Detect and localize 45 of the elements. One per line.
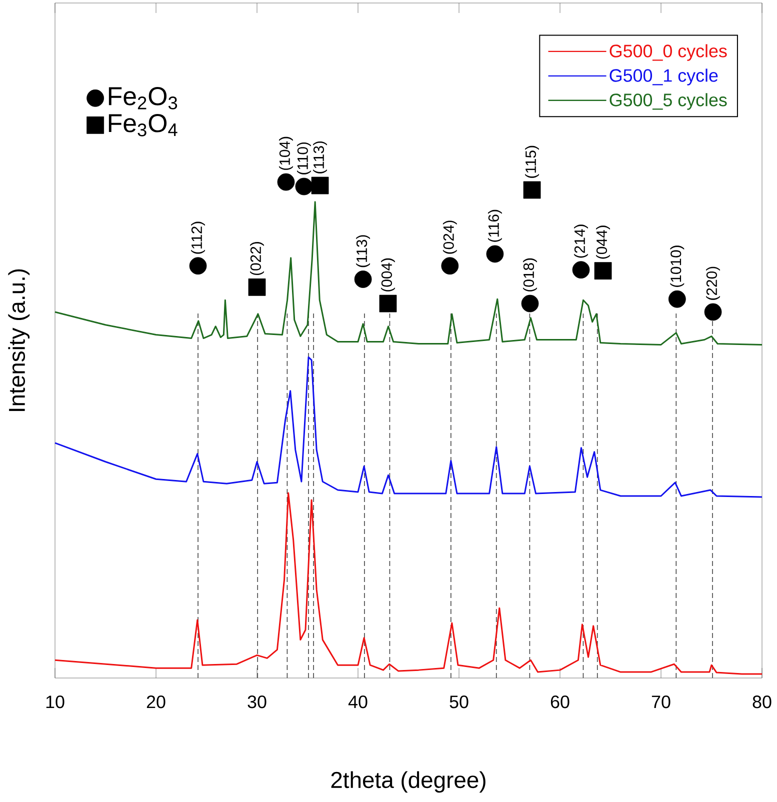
legend-label: Fe$_{3}$O$_{4}$ — [108, 114, 178, 136]
annotation: (115) — [525, 146, 539, 178]
annotation: (110) — [297, 142, 311, 174]
annotation: (113) — [356, 235, 370, 268]
point — [594, 262, 612, 280]
point — [441, 257, 459, 275]
x-tick-label: 50 — [450, 696, 468, 708]
point — [523, 181, 541, 199]
x-tick-label: 60 — [550, 696, 570, 708]
x-tick-label: 20 — [146, 696, 166, 708]
x-tick-label: 10 — [46, 696, 64, 708]
x-tick-label: 80 — [752, 696, 772, 708]
annotation: (116) — [488, 210, 502, 242]
annotation: (1010) — [670, 246, 684, 287]
point — [295, 178, 313, 196]
annotation: (022) — [250, 242, 264, 276]
point — [248, 278, 266, 296]
annotation: (220) — [706, 266, 720, 300]
x-tick-label: 70 — [652, 696, 670, 708]
legend-label: G500_5 cycles — [610, 93, 727, 110]
x-tick-label: 30 — [248, 696, 266, 708]
annotation: (214) — [574, 224, 588, 258]
point — [189, 257, 207, 275]
point — [311, 176, 329, 194]
point — [521, 294, 539, 312]
annotation: (112) — [191, 222, 205, 254]
annotation: (104) — [279, 136, 293, 170]
annotation: (044) — [596, 226, 610, 259]
x-axis-title: 2theta (degree) — [331, 771, 486, 793]
point — [379, 294, 397, 312]
point — [354, 270, 372, 288]
legend-label: G500_1 cycle — [610, 68, 718, 86]
point — [668, 290, 686, 308]
annotation: (004) — [381, 258, 395, 292]
point — [572, 261, 590, 279]
annotation: (024) — [442, 220, 457, 254]
point — [277, 173, 295, 191]
legend-label: Fe$_{2}$O$_{3}$ — [108, 86, 178, 110]
x-tick-label: 40 — [348, 696, 368, 708]
point — [704, 303, 722, 321]
annotation: (113) — [313, 141, 327, 174]
point — [486, 245, 504, 263]
y-axis-title: Intensity (a.u.) — [8, 269, 30, 411]
legend-label: G500_0 cycles — [610, 44, 727, 61]
annotation: (018) — [523, 258, 537, 292]
